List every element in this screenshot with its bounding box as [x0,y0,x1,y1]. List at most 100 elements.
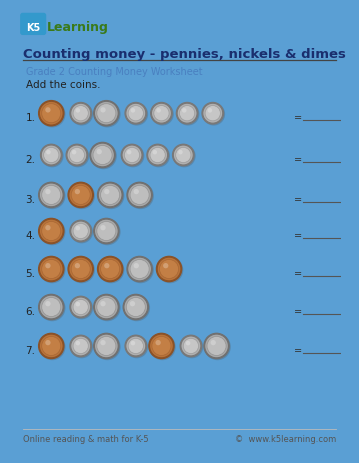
Circle shape [101,108,106,113]
Text: ©  www.k5learning.com: © www.k5learning.com [235,434,336,443]
Text: K5: K5 [27,23,41,33]
Circle shape [156,109,161,113]
Circle shape [42,105,61,124]
Circle shape [178,150,183,155]
Circle shape [93,218,120,245]
Circle shape [67,256,94,283]
Circle shape [39,184,63,207]
Circle shape [157,257,181,281]
Circle shape [39,219,63,244]
Text: 4.: 4. [25,230,36,240]
Text: Add the coins.: Add the coins. [25,80,100,90]
Circle shape [150,334,173,358]
Circle shape [94,102,118,126]
Circle shape [97,298,116,317]
Circle shape [71,104,91,124]
Circle shape [73,224,88,239]
Circle shape [149,334,176,360]
Circle shape [69,296,92,319]
Circle shape [131,109,135,113]
Circle shape [73,300,88,315]
Circle shape [90,144,117,170]
Circle shape [203,104,223,124]
Circle shape [38,182,65,209]
Circle shape [126,336,146,356]
Circle shape [177,104,197,124]
Circle shape [93,294,120,320]
Circle shape [159,260,178,279]
Circle shape [70,104,93,126]
Circle shape [147,145,170,168]
Circle shape [151,104,172,124]
Circle shape [127,257,154,284]
Circle shape [131,341,135,346]
Circle shape [45,301,51,307]
Circle shape [180,106,195,121]
Circle shape [65,144,88,167]
Circle shape [71,297,91,317]
Circle shape [182,109,187,113]
Circle shape [98,184,122,207]
Circle shape [150,103,173,125]
Circle shape [203,333,230,359]
Circle shape [46,150,51,155]
Circle shape [38,218,65,245]
Circle shape [75,189,80,195]
Circle shape [125,335,147,357]
Circle shape [98,257,122,281]
Circle shape [101,260,120,279]
Circle shape [155,340,161,345]
Circle shape [101,340,106,345]
Circle shape [66,145,89,168]
Circle shape [181,336,201,356]
Circle shape [41,146,61,166]
Circle shape [45,108,51,113]
Circle shape [157,257,183,284]
Circle shape [45,225,51,231]
Circle shape [134,263,139,269]
Circle shape [70,297,93,319]
Circle shape [45,340,51,345]
Circle shape [45,263,51,269]
Circle shape [177,104,200,126]
Circle shape [101,301,106,307]
Circle shape [39,219,65,246]
Circle shape [134,189,139,195]
Circle shape [128,257,151,281]
Circle shape [69,257,93,281]
Circle shape [67,182,94,209]
Text: =: = [294,155,302,164]
Circle shape [204,334,231,360]
Circle shape [126,256,153,283]
Circle shape [94,219,121,246]
Circle shape [71,186,90,205]
Circle shape [125,103,147,125]
Circle shape [69,220,92,243]
Circle shape [93,146,112,165]
Circle shape [39,257,63,281]
Circle shape [101,186,120,205]
Text: 5.: 5. [25,268,36,278]
Circle shape [97,256,123,283]
Text: =: = [294,268,302,278]
Circle shape [76,341,80,346]
Circle shape [153,150,157,155]
Circle shape [73,338,88,354]
Circle shape [208,109,212,113]
Circle shape [93,100,120,127]
Circle shape [173,145,196,168]
Circle shape [97,222,116,241]
Text: =: = [294,345,302,355]
Circle shape [42,337,61,356]
FancyBboxPatch shape [21,14,46,35]
Circle shape [156,256,182,283]
Circle shape [173,146,193,166]
Circle shape [202,104,225,126]
Circle shape [69,335,92,357]
Circle shape [128,106,143,121]
Text: Online reading & math for K-5: Online reading & math for K-5 [23,434,148,443]
Text: 7.: 7. [25,345,36,355]
Circle shape [71,260,90,279]
Circle shape [125,104,148,126]
Circle shape [186,341,190,346]
